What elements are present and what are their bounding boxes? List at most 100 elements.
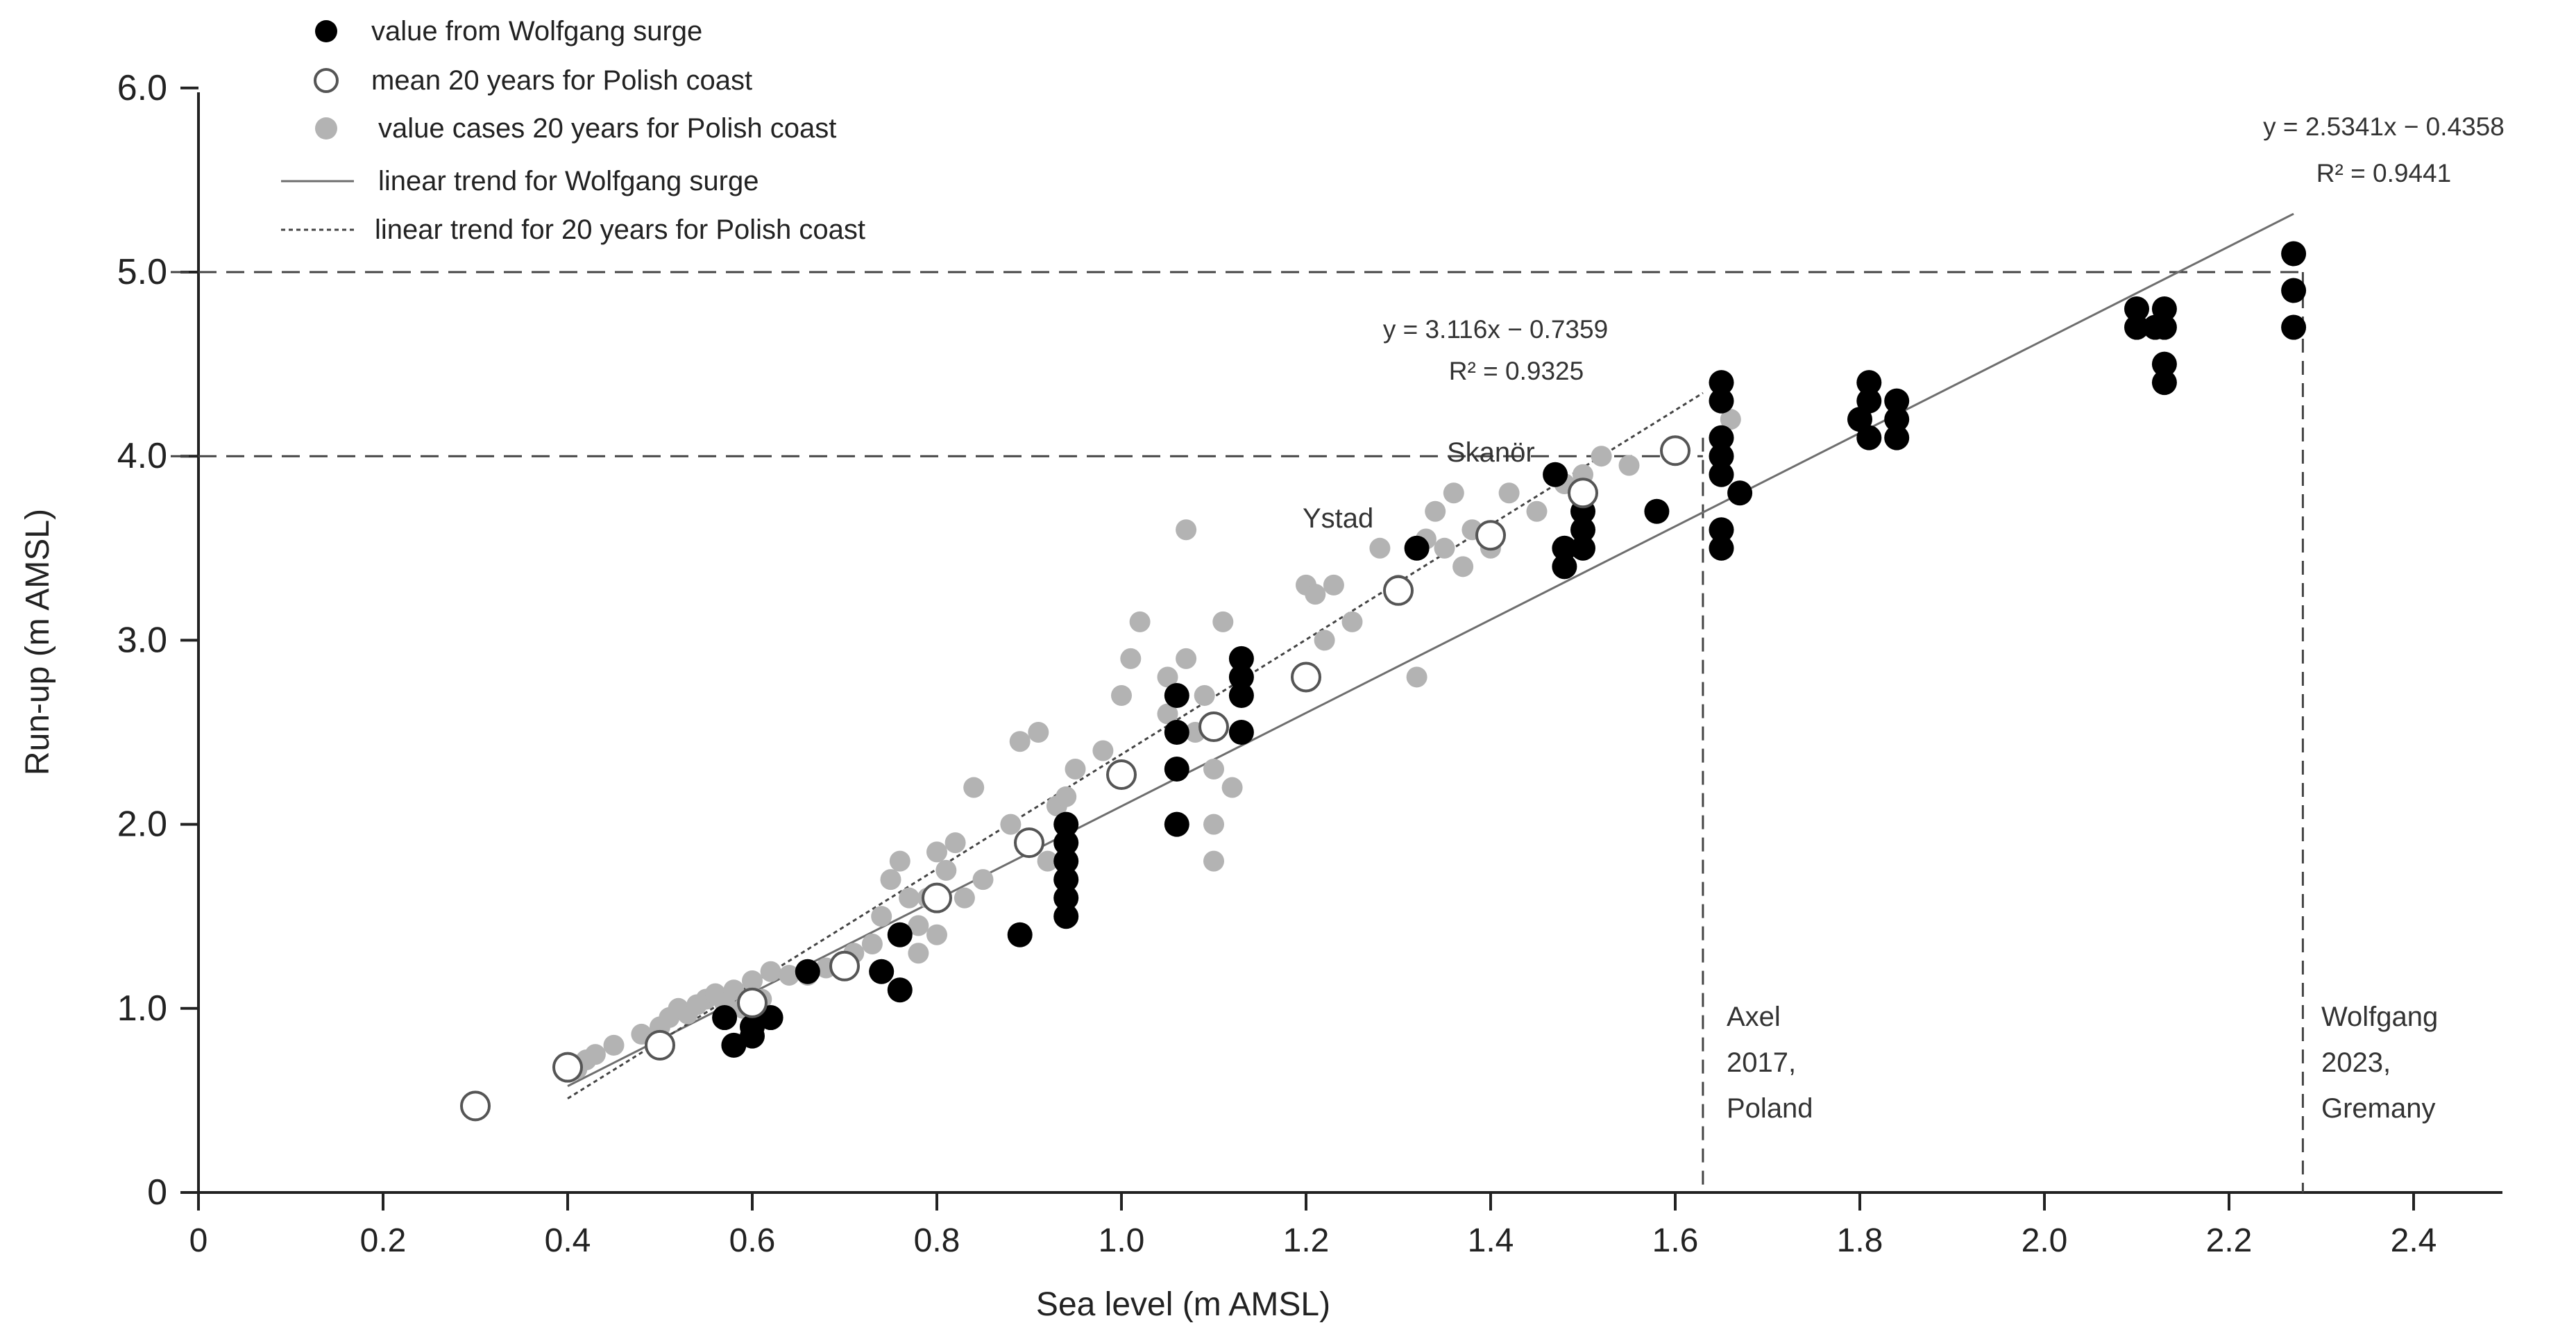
wolfgang-point bbox=[1727, 480, 1753, 506]
wolfgang-point bbox=[1709, 388, 1734, 414]
x-tick-label: 0.8 bbox=[914, 1222, 960, 1259]
mean20-point bbox=[1475, 520, 1506, 551]
cases20-point bbox=[1341, 611, 1363, 632]
y-tick-label: 1.0 bbox=[117, 988, 167, 1029]
cases20-point bbox=[1203, 759, 1224, 780]
wolfgang-point bbox=[1884, 425, 1910, 450]
cases20-point bbox=[1176, 648, 1197, 669]
mean20-point bbox=[460, 1090, 491, 1122]
wolfgang-point bbox=[1053, 867, 1079, 893]
wolfgang-point bbox=[1053, 830, 1079, 856]
wolfgang-point bbox=[2281, 278, 2307, 303]
cases20-point bbox=[1009, 731, 1031, 752]
x-tick-label: 2.0 bbox=[2022, 1222, 2068, 1259]
y-tick-label: 3.0 bbox=[117, 620, 167, 660]
cases20-point bbox=[1129, 611, 1151, 632]
mean20-point bbox=[1383, 575, 1414, 606]
cases20-point bbox=[1120, 648, 1142, 669]
x-tick-label: 2.4 bbox=[2391, 1222, 2437, 1259]
mean20-point bbox=[645, 1029, 675, 1061]
wolfgang-point bbox=[1007, 922, 1033, 947]
wolfgang-point bbox=[1709, 425, 1734, 450]
annotation-ystad: Ystad bbox=[1303, 503, 1373, 534]
wolfgang-point bbox=[712, 1005, 738, 1031]
cases20-point bbox=[723, 979, 745, 1001]
wolfgang-point bbox=[1228, 720, 1254, 745]
y-tick-label: 4.0 bbox=[117, 436, 167, 476]
cases20-point bbox=[871, 906, 892, 927]
cases20-point bbox=[1111, 684, 1132, 706]
mean20-point bbox=[1014, 827, 1044, 859]
cases20-point bbox=[1028, 722, 1049, 743]
equation-wolfgang-formula: y = 2.5341x − 0.4358 bbox=[2263, 112, 2505, 141]
cases20-point bbox=[1056, 786, 1077, 807]
equation-20years-formula: y = 3.116x − 0.7359 bbox=[1383, 315, 1608, 344]
axes: 0 0.2 0.4 0.6 0.8 1.0 1.2 1.4 1.6 1.8 2.0 2.2 2.4 0 1… bbox=[117, 68, 2502, 1259]
wolfgang-point bbox=[1570, 517, 1595, 543]
x-tick-label: 0.6 bbox=[729, 1222, 776, 1259]
wolfgang-point bbox=[1847, 407, 1872, 432]
mean20-point bbox=[829, 950, 860, 981]
wolfgang-point bbox=[1228, 664, 1254, 690]
wolfgang-point bbox=[1552, 554, 1577, 580]
wolfgang-point bbox=[887, 922, 913, 947]
wolfgang-point bbox=[1164, 720, 1189, 745]
x-tick-label: 1.6 bbox=[1652, 1222, 1699, 1259]
cases20-point bbox=[908, 915, 929, 936]
annotation-axel-line-1: Axel bbox=[1727, 1002, 1781, 1032]
wolfgang-point bbox=[1884, 407, 1910, 432]
annotation-axel-line-3: Poland bbox=[1727, 1093, 1813, 1124]
cases20-point bbox=[926, 924, 947, 945]
legend-marker-cases20 bbox=[315, 117, 337, 140]
wolfgang-point bbox=[2281, 314, 2307, 340]
y-tick-label: 6.0 bbox=[117, 68, 167, 108]
x-tick-label: 0 bbox=[189, 1222, 208, 1259]
cases20-point bbox=[1434, 537, 1455, 559]
mean20-point bbox=[1106, 759, 1137, 790]
wolfgang-point bbox=[1552, 535, 1577, 561]
annotation-skanor: Skanör bbox=[1447, 437, 1535, 468]
legend-label-trend-20: linear trend for 20 years for Polish coa… bbox=[375, 214, 865, 245]
cases20-point bbox=[1176, 519, 1197, 541]
y-tick-label: 5.0 bbox=[117, 252, 167, 292]
annotation-wolfgang-line-2: 2023, bbox=[2321, 1047, 2391, 1078]
wolfgang-point bbox=[1856, 388, 1882, 414]
cases20-point bbox=[1406, 666, 1427, 688]
mean20-point bbox=[922, 882, 952, 913]
cases20-point bbox=[1618, 455, 1640, 476]
x-tick-label: 2.2 bbox=[2206, 1222, 2253, 1259]
cases20-point bbox=[954, 887, 975, 909]
x-tick-label: 1.0 bbox=[1099, 1222, 1145, 1259]
x-axis-label: Sea level (m AMSL) bbox=[1036, 1286, 1330, 1323]
legend: value from Wolfgang surge mean 20 years … bbox=[281, 16, 865, 245]
cases20-point bbox=[1203, 813, 1224, 835]
legend-label-cases20: value cases 20 years for Polish coast bbox=[378, 113, 836, 144]
wolfgang-point bbox=[1053, 848, 1079, 874]
y-axis-label: Run-up (m AMSL) bbox=[19, 509, 56, 775]
cases20-point bbox=[926, 841, 947, 863]
x-tick-label: 0.2 bbox=[360, 1222, 407, 1259]
equation-20years-r2: R² = 0.9325 bbox=[1449, 357, 1584, 385]
cases20-point bbox=[1037, 850, 1058, 872]
mean20-point bbox=[737, 987, 768, 1018]
wolfgang-point bbox=[1709, 535, 1734, 561]
cases20-point bbox=[861, 933, 883, 954]
cases20-point bbox=[944, 832, 966, 854]
wolfgang-point bbox=[1164, 811, 1189, 837]
x-tick-label: 0.4 bbox=[545, 1222, 591, 1259]
cases20-point bbox=[584, 1044, 606, 1065]
cases20-point bbox=[1369, 537, 1391, 559]
wolfgang-point bbox=[2151, 296, 2177, 322]
cases20-point bbox=[1157, 703, 1178, 725]
reference-lines bbox=[171, 271, 2304, 1192]
cases20-point bbox=[1092, 740, 1114, 761]
wolfgang-point bbox=[2151, 370, 2177, 396]
wolfgang-point bbox=[869, 959, 895, 984]
cases20-point bbox=[1720, 409, 1741, 430]
cases20-point bbox=[935, 859, 957, 881]
cases20-point bbox=[779, 965, 800, 986]
annotation-wolfgang-line-3: Gremany bbox=[2321, 1093, 2436, 1124]
cases20-point bbox=[972, 869, 994, 891]
wolfgang-point bbox=[1228, 646, 1254, 671]
